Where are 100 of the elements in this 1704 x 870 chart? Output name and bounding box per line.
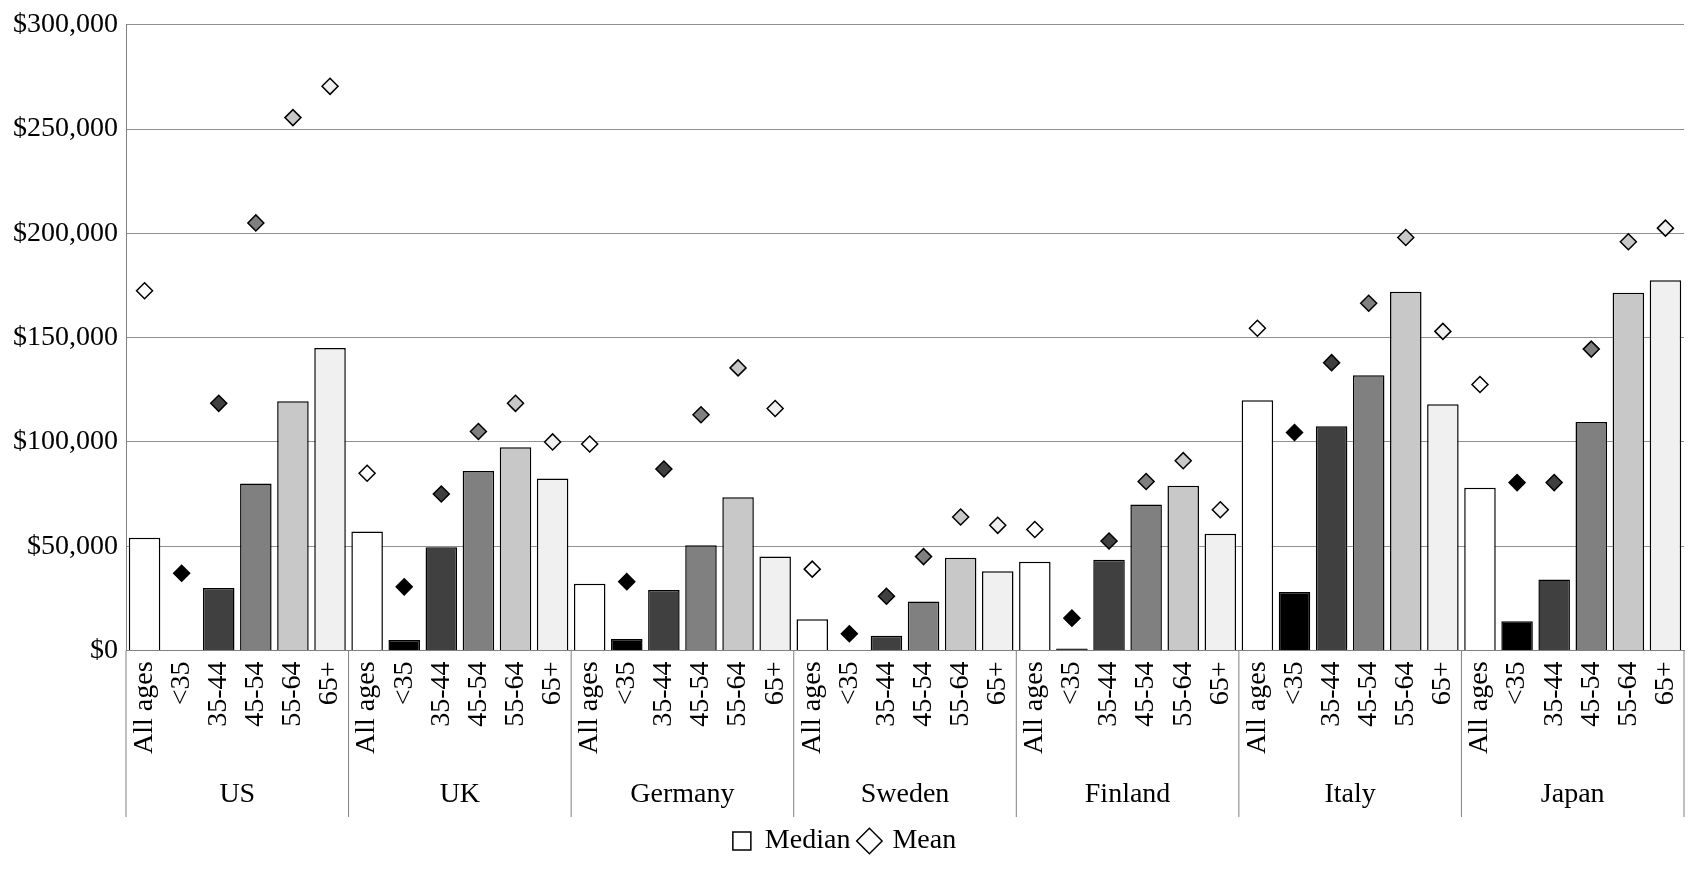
point (1137, 472, 1155, 491)
x-tick-label: 65+ (1647, 661, 1679, 706)
y-tick-label: $150,000 (13, 319, 118, 351)
point (135, 281, 154, 300)
x-tick-label: 65+ (312, 661, 344, 706)
point (284, 108, 302, 127)
y-tick-label: $0 (90, 632, 118, 664)
x-tick-label: 55-64 (1610, 661, 1642, 727)
x-tick-label: 35-44 (1536, 661, 1568, 727)
text: US (219, 777, 256, 809)
x-tick-label: 45-54 (1573, 661, 1605, 727)
legend-label: Median (764, 823, 851, 855)
point (840, 625, 859, 643)
x-tick-label: 65+ (1425, 661, 1457, 706)
x-tick-label: 55-64 (720, 661, 752, 727)
x-tick-label: 35-44 (1313, 661, 1345, 727)
x-tick-label: 65+ (980, 661, 1012, 706)
y-tick-label: $50,000 (27, 528, 118, 560)
point (951, 508, 970, 526)
x-tick-label: <35 (386, 661, 418, 706)
point (914, 547, 933, 566)
x-tick-label: <35 (1054, 661, 1086, 706)
x-tick-label: 35-44 (423, 661, 455, 727)
x-tick-label: <35 (1276, 661, 1308, 706)
x-tick-label: 55-64 (1165, 661, 1197, 727)
point (729, 359, 747, 377)
point (432, 485, 451, 503)
point (209, 394, 228, 413)
x-tick-label: 55-64 (943, 661, 974, 727)
legend-label: Mean (892, 823, 957, 855)
x-tick-label: All ages (126, 661, 158, 754)
x-tick-label: 65+ (1202, 661, 1234, 706)
text: Italy (1324, 777, 1376, 809)
text: Finland (1084, 777, 1171, 809)
x-tick-label: <35 (164, 661, 195, 706)
text: Japan (1540, 777, 1605, 809)
x-tick-label: All ages (349, 661, 381, 754)
y-tick-label: $300,000 (13, 7, 118, 39)
point (1471, 375, 1489, 394)
point (1248, 319, 1267, 337)
point (655, 460, 673, 478)
x-tick-label: All ages (794, 661, 826, 754)
x-tick-label: All ages (1239, 661, 1271, 754)
text: UK (439, 777, 481, 809)
x-tick-label: 35-44 (646, 661, 678, 727)
x-tick-label: All ages (1017, 661, 1049, 754)
x-tick-label: 45-54 (905, 661, 937, 727)
point (988, 516, 1007, 535)
text: Sweden (860, 777, 950, 809)
point (1508, 473, 1526, 492)
point (172, 564, 191, 583)
x-tick-label: 55-64 (275, 661, 307, 727)
y-tick-label: $100,000 (13, 424, 118, 456)
point (618, 572, 636, 591)
point (580, 435, 599, 453)
x-tick-label: All ages (1462, 661, 1494, 754)
point (358, 464, 376, 482)
x-tick-label: <35 (1499, 661, 1531, 706)
x-tick-label: 45-54 (460, 661, 492, 727)
y-tick-label: $250,000 (13, 111, 118, 143)
point (766, 399, 784, 418)
y-tick-label: $200,000 (13, 215, 118, 247)
point (1582, 340, 1601, 358)
x-tick-label: 65+ (534, 661, 566, 706)
x-tick-label: 55-64 (1388, 661, 1420, 727)
x-tick-label: 45-54 (238, 661, 270, 727)
point (1434, 322, 1452, 341)
point (247, 214, 265, 232)
x-tick-label: 55-64 (497, 661, 529, 727)
x-tick-label: 45-54 (1351, 661, 1383, 727)
text: Germany (630, 777, 735, 809)
point (1619, 232, 1638, 251)
point (1100, 532, 1118, 550)
point (469, 422, 488, 441)
point (1026, 520, 1044, 539)
x-tick-label: 35-44 (1091, 661, 1123, 727)
point (1397, 228, 1415, 247)
point (1211, 500, 1230, 519)
point (1545, 473, 1563, 492)
x-tick-label: <35 (609, 661, 641, 706)
point (321, 77, 339, 96)
point (877, 587, 896, 605)
x-tick-label: 35-44 (201, 661, 233, 727)
point (692, 406, 710, 424)
point (1063, 609, 1081, 627)
point (1285, 423, 1304, 442)
x-tick-label: All ages (572, 661, 604, 754)
point (1656, 219, 1675, 237)
x-tick-label: 65+ (757, 661, 789, 706)
point (395, 578, 413, 596)
point (1322, 353, 1341, 372)
point (543, 433, 562, 451)
x-tick-label: <35 (831, 661, 863, 706)
x-tick-label: 35-44 (868, 661, 900, 727)
point (1359, 294, 1378, 312)
point (1174, 451, 1192, 470)
point (803, 560, 822, 578)
point (506, 394, 525, 413)
x-tick-label: 45-54 (683, 661, 715, 727)
x-tick-label: 45-54 (1128, 661, 1160, 727)
